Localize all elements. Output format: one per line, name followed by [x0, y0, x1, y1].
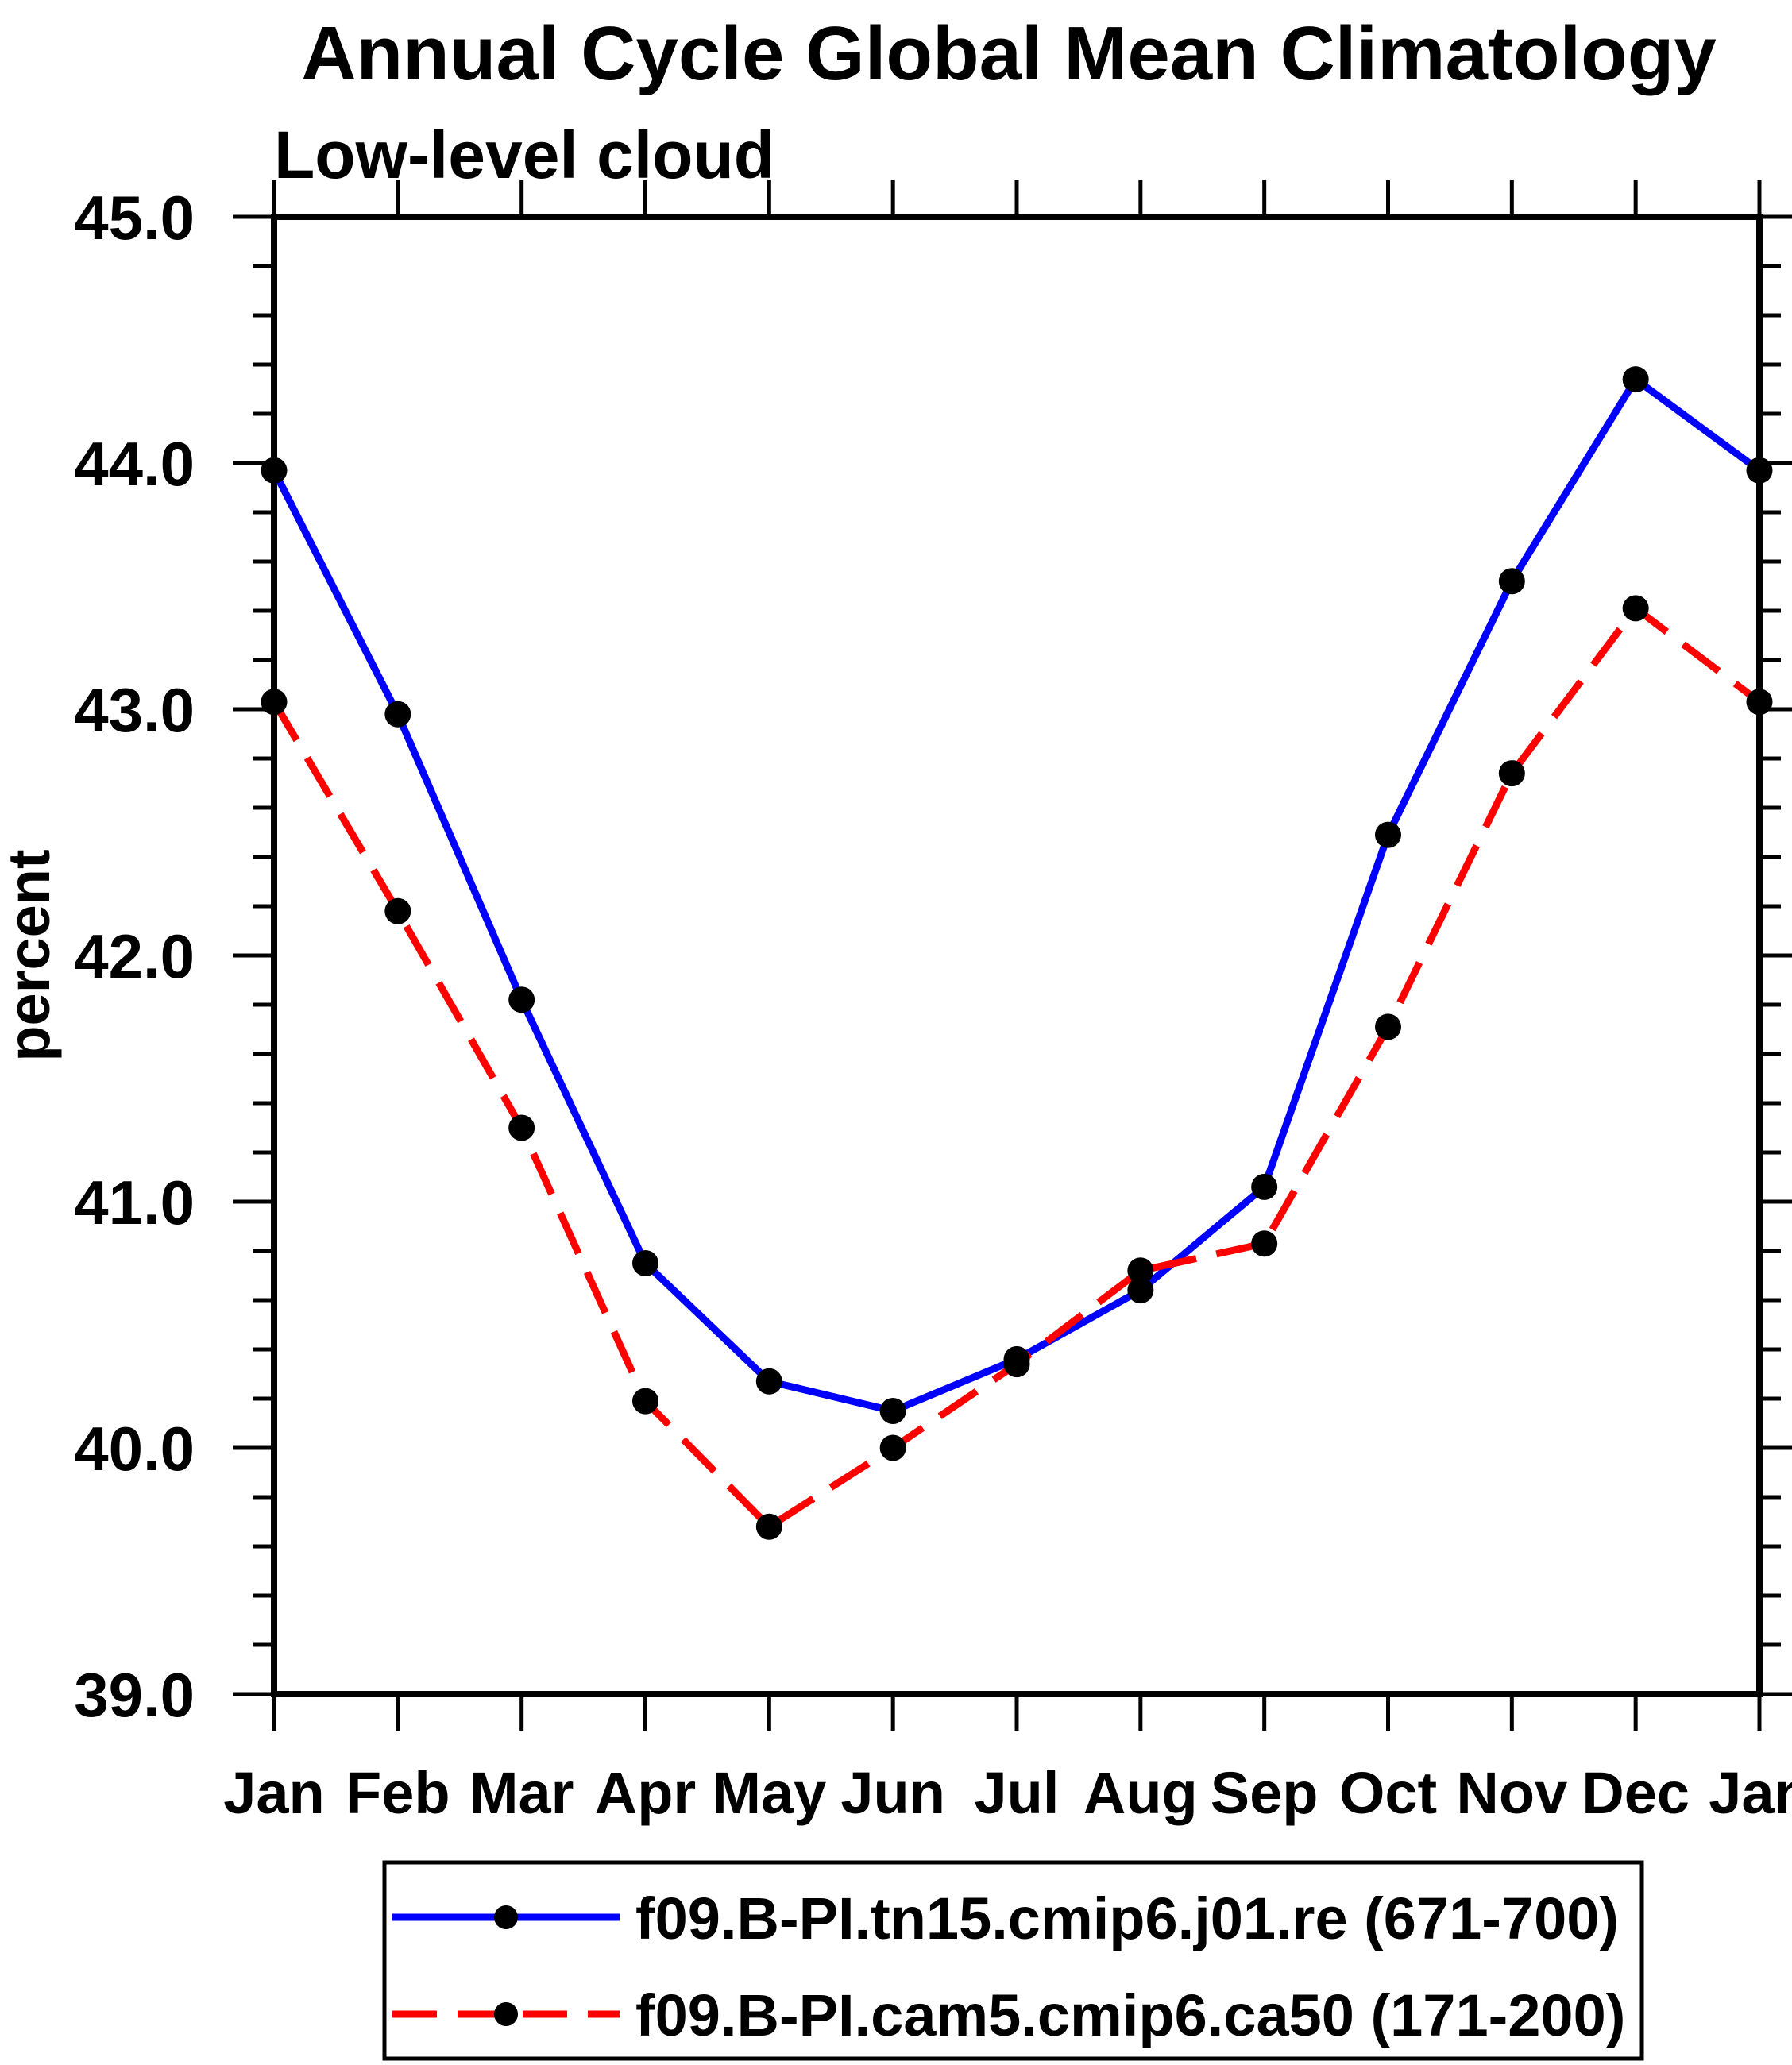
x-tick-label: Jan	[223, 1760, 325, 1826]
data-point-marker	[1622, 595, 1649, 622]
chart-title: Annual Cycle Global Mean Climatology	[301, 11, 1717, 96]
y-tick-label: 44.0	[74, 429, 195, 499]
data-point-marker	[632, 1250, 658, 1276]
y-axis-title: percent	[0, 849, 62, 1061]
y-tick-label: 45.0	[74, 183, 195, 253]
y-tick-label: 41.0	[74, 1168, 195, 1237]
plot-frame	[271, 214, 1763, 1697]
data-point-marker	[1251, 1173, 1278, 1200]
data-point-marker	[1375, 821, 1401, 848]
data-point-marker	[879, 1398, 906, 1424]
legend-marker	[494, 1905, 518, 1929]
y-tick-label: 43.0	[74, 675, 195, 745]
data-point-marker	[1251, 1230, 1278, 1257]
data-point-marker	[1127, 1277, 1154, 1304]
x-tick-label: May	[712, 1760, 826, 1826]
data-point-marker	[261, 457, 288, 484]
data-point-marker	[508, 1114, 535, 1141]
legend-entry-label: f09.B-PI.tn15.cmip6.j01.re (671-700)	[635, 1886, 1619, 1951]
data-point-marker	[632, 1388, 658, 1415]
x-tick-label: Jul	[975, 1760, 1060, 1826]
x-tick-label: Jan	[1709, 1760, 1792, 1826]
y-axis-ticks	[233, 214, 1792, 1696]
data-point-marker	[755, 1513, 782, 1540]
legend-marker	[494, 2002, 518, 2026]
legend-frame	[382, 1860, 1644, 2061]
data-point-marker	[755, 1368, 782, 1395]
x-tick-label: Feb	[346, 1760, 450, 1826]
y-tick-label: 39.0	[74, 1660, 195, 1730]
x-tick-label: Mar	[469, 1760, 574, 1826]
x-axis-ticks	[272, 180, 1762, 1731]
legend-entry-label: f09.B-PI.cam5.cmip6.ca50 (171-200)	[635, 1982, 1625, 2048]
data-point-marker	[384, 701, 411, 728]
data-point-marker	[1498, 760, 1525, 787]
data-point-marker	[384, 897, 411, 924]
data-point-marker	[1622, 366, 1649, 393]
data-point-marker	[1498, 568, 1525, 595]
data-point-marker	[1746, 457, 1773, 484]
x-tick-label: Sep	[1211, 1760, 1319, 1826]
data-point-marker	[1127, 1257, 1154, 1284]
y-tick-label: 40.0	[74, 1414, 195, 1484]
x-tick-label: Oct	[1339, 1760, 1437, 1826]
chart-subtitle: Low-level cloud	[274, 118, 774, 192]
y-tick-label: 42.0	[74, 921, 195, 991]
x-tick-label: Jun	[840, 1760, 945, 1826]
data-point-marker	[1375, 1013, 1401, 1040]
series-line-1	[271, 603, 1762, 1531]
data-point-marker	[879, 1434, 906, 1461]
x-tick-label: Aug	[1083, 1760, 1198, 1826]
data-point-marker	[1003, 1351, 1030, 1378]
data-point-markers	[261, 366, 1773, 1540]
x-tick-label: Nov	[1456, 1760, 1567, 1826]
legend-box: f09.B-PI.tn15.cmip6.j01.re (671-700) f09.…	[382, 1860, 1644, 2061]
y-tick-labels: 39.0 40.0 41.0 42.0 43.0 44.0 45.0	[74, 183, 195, 1730]
x-tick-label: Apr	[595, 1760, 696, 1826]
data-point-marker	[1746, 689, 1773, 716]
series-line-0	[270, 374, 1762, 1415]
data-point-marker	[261, 689, 288, 716]
x-tick-label: Dec	[1582, 1760, 1690, 1826]
data-point-marker	[508, 986, 535, 1013]
